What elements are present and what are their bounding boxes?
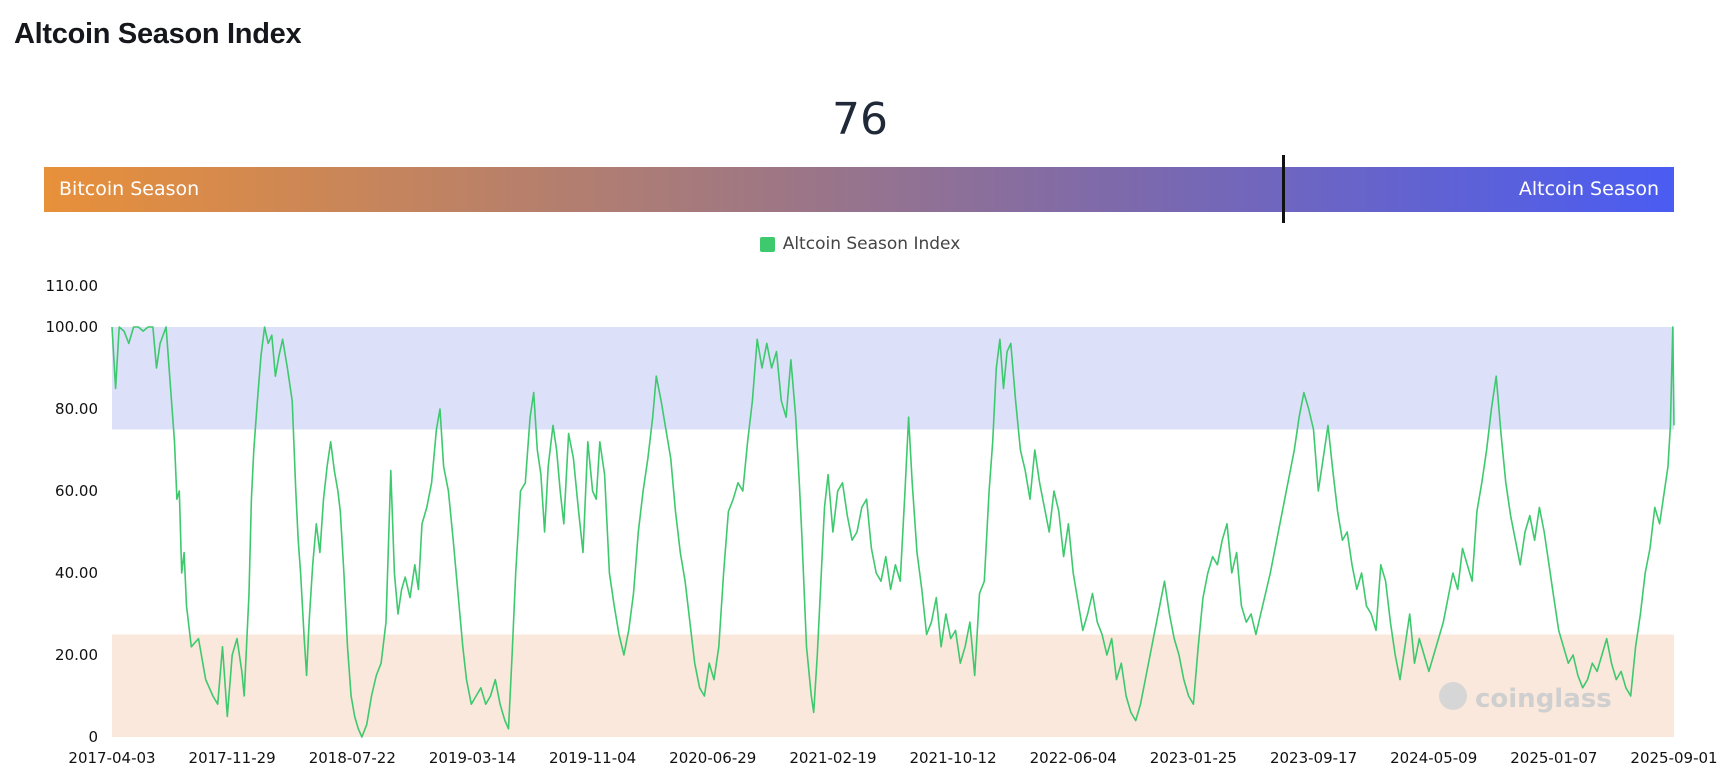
gauge-gradient-bar: Bitcoin Season Altcoin Season — [44, 167, 1674, 212]
legend-swatch-icon — [759, 236, 775, 252]
y-tick-label: 100.00 — [46, 318, 99, 336]
x-tick-label: 2023-09-17 — [1270, 749, 1357, 767]
x-tick-label: 2018-07-22 — [309, 749, 396, 767]
chart-legend[interactable]: Altcoin Season Index — [0, 234, 1720, 254]
x-tick-label: 2017-04-03 — [68, 749, 155, 767]
page-title: Altcoin Season Index — [14, 18, 302, 50]
watermark-text: coinglass — [1475, 684, 1612, 714]
altcoin-season-band — [112, 327, 1674, 430]
series-line-altcoin-season-index — [111, 326, 1675, 738]
altcoin-season-label: Altcoin Season — [1518, 178, 1659, 200]
y-tick-label: 80.00 — [55, 400, 98, 418]
x-tick-label: 2023-01-25 — [1150, 749, 1237, 767]
x-tick-label: 2019-11-04 — [549, 749, 636, 767]
x-tick-label: 2017-11-29 — [189, 749, 276, 767]
x-tick-label: 2025-01-07 — [1510, 749, 1597, 767]
y-tick-label: 0 — [88, 728, 98, 746]
y-tick-label: 20.00 — [55, 646, 98, 664]
bitcoin-season-band — [112, 634, 1674, 737]
x-tick-label: 2020-06-29 — [669, 749, 756, 767]
x-tick-label: 2021-02-19 — [789, 749, 876, 767]
legend-label: Altcoin Season Index — [782, 234, 961, 254]
gauge-value: 76 — [832, 94, 888, 145]
x-tick-label: 2024-05-09 — [1390, 749, 1477, 767]
gauge-marker — [1281, 155, 1285, 223]
x-tick-label: 2019-03-14 — [429, 749, 516, 767]
y-tick-label: 40.00 — [55, 564, 98, 582]
y-tick-label: 60.00 — [55, 482, 98, 500]
x-tick-label: 2025-09-01 — [1630, 749, 1717, 767]
x-tick-label: 2021-10-12 — [909, 749, 996, 767]
x-tick-label: 2022-06-04 — [1030, 749, 1117, 767]
coinglass-logo-icon — [1439, 682, 1467, 710]
y-tick-label: 110.00 — [46, 277, 99, 295]
bitcoin-season-label: Bitcoin Season — [59, 178, 200, 200]
